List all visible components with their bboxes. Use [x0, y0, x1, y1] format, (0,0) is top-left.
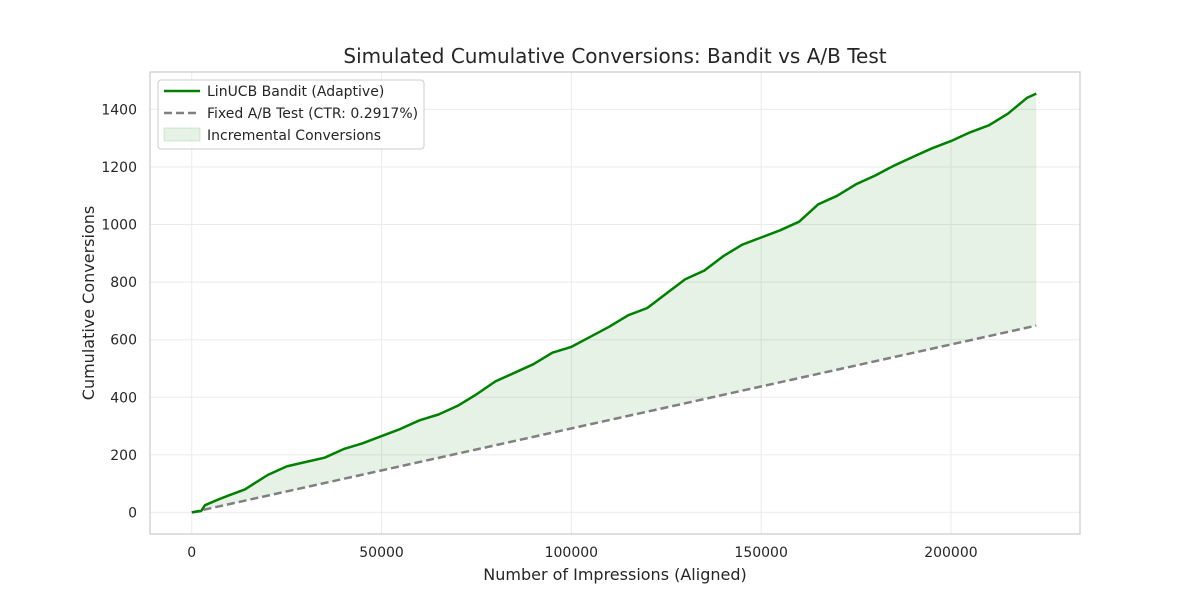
grid-lines	[150, 72, 1080, 534]
legend-label-ab-test: Fixed A/B Test (CTR: 0.2917%)	[207, 106, 418, 122]
y-tick-label: 600	[110, 333, 137, 349]
plot-frame	[149, 71, 1081, 535]
series-layer	[191, 92, 1037, 514]
legend-box	[157, 79, 425, 150]
fill-layer	[191, 93, 1037, 513]
tick-labels: 0 50000 100000 150000 200000 0 200 400 600 800 100…	[101, 102, 977, 561]
x-tick-label: 0	[187, 545, 196, 561]
y-tick-label: 400	[110, 390, 137, 406]
y-tick-label: 1400	[101, 102, 137, 118]
x-axis-label: Number of Impressions (Aligned)	[483, 565, 746, 584]
x-tick-label: 50000	[359, 545, 404, 561]
legend-label-bandit: LinUCB Bandit (Adaptive)	[207, 84, 384, 100]
y-axis-label: Cumulative Conversions	[79, 206, 98, 400]
y-tick-label: 1000	[101, 218, 137, 234]
incremental-conversions-area	[191, 93, 1037, 513]
x-tick-label: 200000	[924, 545, 977, 561]
y-tick-label: 1200	[101, 160, 137, 176]
x-tick-label: 150000	[734, 545, 787, 561]
legend: LinUCB Bandit (Adaptive) Fixed A/B Test …	[157, 79, 425, 150]
y-tick-label: 0	[128, 505, 137, 521]
y-tick-label: 800	[110, 275, 137, 291]
legend-swatch-incremental	[163, 127, 201, 142]
ab-test-line	[191, 324, 1037, 514]
bandit-line	[191, 92, 1037, 514]
x-tick-label: 100000	[545, 545, 598, 561]
y-tick-label: 200	[110, 448, 137, 464]
legend-label-incremental: Incremental Conversions	[207, 128, 381, 144]
chart-title: Simulated Cumulative Conversions: Bandit…	[343, 44, 886, 68]
